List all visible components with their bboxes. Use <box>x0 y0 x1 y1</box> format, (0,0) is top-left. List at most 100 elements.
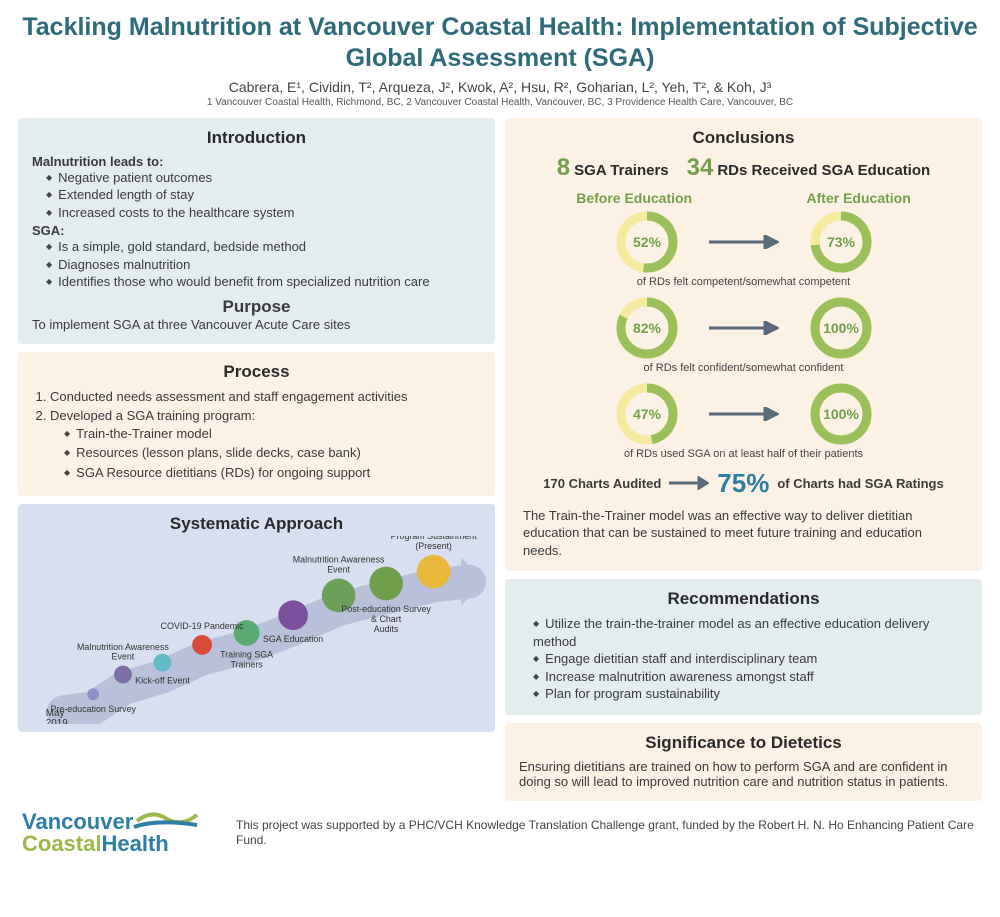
systematic-approach-panel: Systematic Approach Pre-education Survey… <box>18 504 495 732</box>
donut-row-label: of RDs felt confident/somewhat confident <box>519 362 968 374</box>
list-item: Developed a SGA training program: Train-… <box>50 407 481 481</box>
donut-chart: 100% <box>809 296 873 360</box>
poster-title: Tackling Malnutrition at Vancouver Coast… <box>18 12 982 75</box>
svg-text:CoastalHealth: CoastalHealth <box>22 831 169 855</box>
arrow-icon <box>709 321 779 335</box>
list-item: Utilize the train-the-trainer model as a… <box>533 615 968 650</box>
list-item: Engage dietitian staff and interdiscipli… <box>533 650 968 668</box>
trainers-count: 8 <box>557 154 570 181</box>
list-item: Plan for program sustainability <box>533 685 968 703</box>
svg-text:(Present): (Present) <box>415 540 452 550</box>
svg-text:SGA Education: SGA Education <box>263 633 323 643</box>
big-numbers: 8SGA Trainers 34RDs Received SGA Educati… <box>519 154 968 182</box>
before-after-labels: Before Education After Education <box>519 190 968 206</box>
list-item: Increase malnutrition awareness amongst … <box>533 668 968 686</box>
list-item: Is a simple, gold standard, bedside meth… <box>46 238 481 256</box>
svg-text:82%: 82% <box>632 320 661 336</box>
svg-text:100%: 100% <box>823 320 859 336</box>
donut-chart: 73% <box>809 210 873 274</box>
process-heading: Process <box>32 362 481 382</box>
purpose-text: To implement SGA at three Vancouver Acut… <box>32 317 481 332</box>
svg-text:2019: 2019 <box>46 717 68 723</box>
donut-row-label: of RDs used SGA on at least half of thei… <box>519 448 968 460</box>
columns: Introduction Malnutrition leads to: Nega… <box>18 118 982 801</box>
arrow-icon <box>709 235 779 249</box>
conclusions-text: The Train-the-Trainer model was an effec… <box>519 507 968 560</box>
donut-chart: 82% <box>615 296 679 360</box>
svg-text:Event: Event <box>112 651 135 661</box>
svg-text:Audits: Audits <box>374 623 399 633</box>
affiliations-line: 1 Vancouver Coastal Health, Richmond, BC… <box>18 97 982 108</box>
list-item: Diagnoses malnutrition <box>46 256 481 274</box>
rds-label: RDs Received SGA Education <box>717 162 930 179</box>
approach-heading: Systematic Approach <box>32 514 481 534</box>
svg-text:& Chart: & Chart <box>371 614 402 624</box>
svg-text:Event: Event <box>327 564 350 574</box>
timeline-chart: Pre-education SurveyMalnutrition Awarene… <box>26 536 487 724</box>
donut-chart: 47% <box>615 382 679 446</box>
malnutrition-list: Negative patient outcomes Extended lengt… <box>32 169 481 222</box>
wave-icon <box>134 822 197 827</box>
recommendations-list: Utilize the train-the-trainer model as a… <box>519 615 968 703</box>
svg-text:Malnutrition Awareness: Malnutrition Awareness <box>77 641 169 651</box>
svg-text:Trainers: Trainers <box>230 659 263 669</box>
left-column: Introduction Malnutrition leads to: Nega… <box>18 118 495 801</box>
svg-text:Malnutrition Awareness: Malnutrition Awareness <box>293 554 385 564</box>
authors-line: Cabrera, E¹, Cividin, T², Arqueza, J², K… <box>18 79 982 95</box>
list-item: Train-the-Trainer model <box>64 425 481 443</box>
arrow-icon <box>669 476 709 490</box>
significance-panel: Significance to Dietetics Ensuring dieti… <box>505 723 982 801</box>
logo-graphic: Vancouver CoastalHealth <box>22 809 222 855</box>
process-panel: Process Conducted needs assessment and s… <box>18 352 495 496</box>
donut-rows: 52% 73% of RDs felt competent/somewhat c… <box>519 210 968 460</box>
list-item: Identifies those who would benefit from … <box>46 273 481 291</box>
before-label: Before Education <box>576 190 692 206</box>
footer: Vancouver CoastalHealth This project was… <box>18 801 982 858</box>
donut-row-label: of RDs felt competent/somewhat competent <box>519 276 968 288</box>
significance-heading: Significance to Dietetics <box>519 733 968 753</box>
svg-text:52%: 52% <box>632 234 661 250</box>
donut-chart: 100% <box>809 382 873 446</box>
donut-row: 47% 100% <box>519 382 968 446</box>
donut-row: 82% 100% <box>519 296 968 360</box>
poster: Tackling Malnutrition at Vancouver Coast… <box>0 0 1000 866</box>
svg-text:47%: 47% <box>632 406 661 422</box>
list-item: Increased costs to the healthcare system <box>46 204 481 222</box>
malnutrition-subhead: Malnutrition leads to: <box>32 154 481 169</box>
audit-pct: 75% <box>717 468 769 499</box>
list-item: Resources (lesson plans, slide decks, ca… <box>64 444 481 462</box>
audit-post: of Charts had SGA Ratings <box>777 476 943 491</box>
arrow-icon <box>709 407 779 421</box>
svg-text:Post-education Survey: Post-education Survey <box>341 604 431 614</box>
process-list: Conducted needs assessment and staff eng… <box>32 388 481 482</box>
vch-logo: Vancouver CoastalHealth <box>22 809 222 858</box>
donut-chart: 52% <box>615 210 679 274</box>
list-item: Negative patient outcomes <box>46 169 481 187</box>
right-column: Conclusions 8SGA Trainers 34RDs Received… <box>505 118 982 801</box>
introduction-heading: Introduction <box>32 128 481 148</box>
conclusions-heading: Conclusions <box>519 128 968 148</box>
svg-text:Training SGA: Training SGA <box>220 649 273 659</box>
donut-row: 52% 73% <box>519 210 968 274</box>
trainers-label: SGA Trainers <box>574 162 668 179</box>
footer-note: This project was supported by a PHC/VCH … <box>236 818 978 849</box>
list-item: Conducted needs assessment and staff eng… <box>50 388 481 406</box>
after-label: After Education <box>807 190 911 206</box>
recommendations-panel: Recommendations Utilize the train-the-tr… <box>505 579 982 715</box>
svg-text:73%: 73% <box>826 234 855 250</box>
svg-text:Kick-off Event: Kick-off Event <box>135 675 190 685</box>
rds-count: 34 <box>687 154 714 181</box>
introduction-panel: Introduction Malnutrition leads to: Nega… <box>18 118 495 344</box>
list-item: SGA Resource dietitians (RDs) for ongoin… <box>64 464 481 482</box>
svg-text:100%: 100% <box>823 406 859 422</box>
recommendations-heading: Recommendations <box>519 589 968 609</box>
sga-subhead: SGA: <box>32 223 481 238</box>
process-sublist: Train-the-Trainer model Resources (lesso… <box>50 425 481 482</box>
audit-pre: 170 Charts Audited <box>543 476 661 491</box>
list-item: Extended length of stay <box>46 186 481 204</box>
svg-text:COVID-19 Pandemic: COVID-19 Pandemic <box>161 621 245 631</box>
audit-line: 170 Charts Audited 75% of Charts had SGA… <box>519 468 968 499</box>
sga-list: Is a simple, gold standard, bedside meth… <box>32 238 481 291</box>
purpose-heading: Purpose <box>32 297 481 317</box>
significance-text: Ensuring dietitians are trained on how t… <box>519 759 968 789</box>
